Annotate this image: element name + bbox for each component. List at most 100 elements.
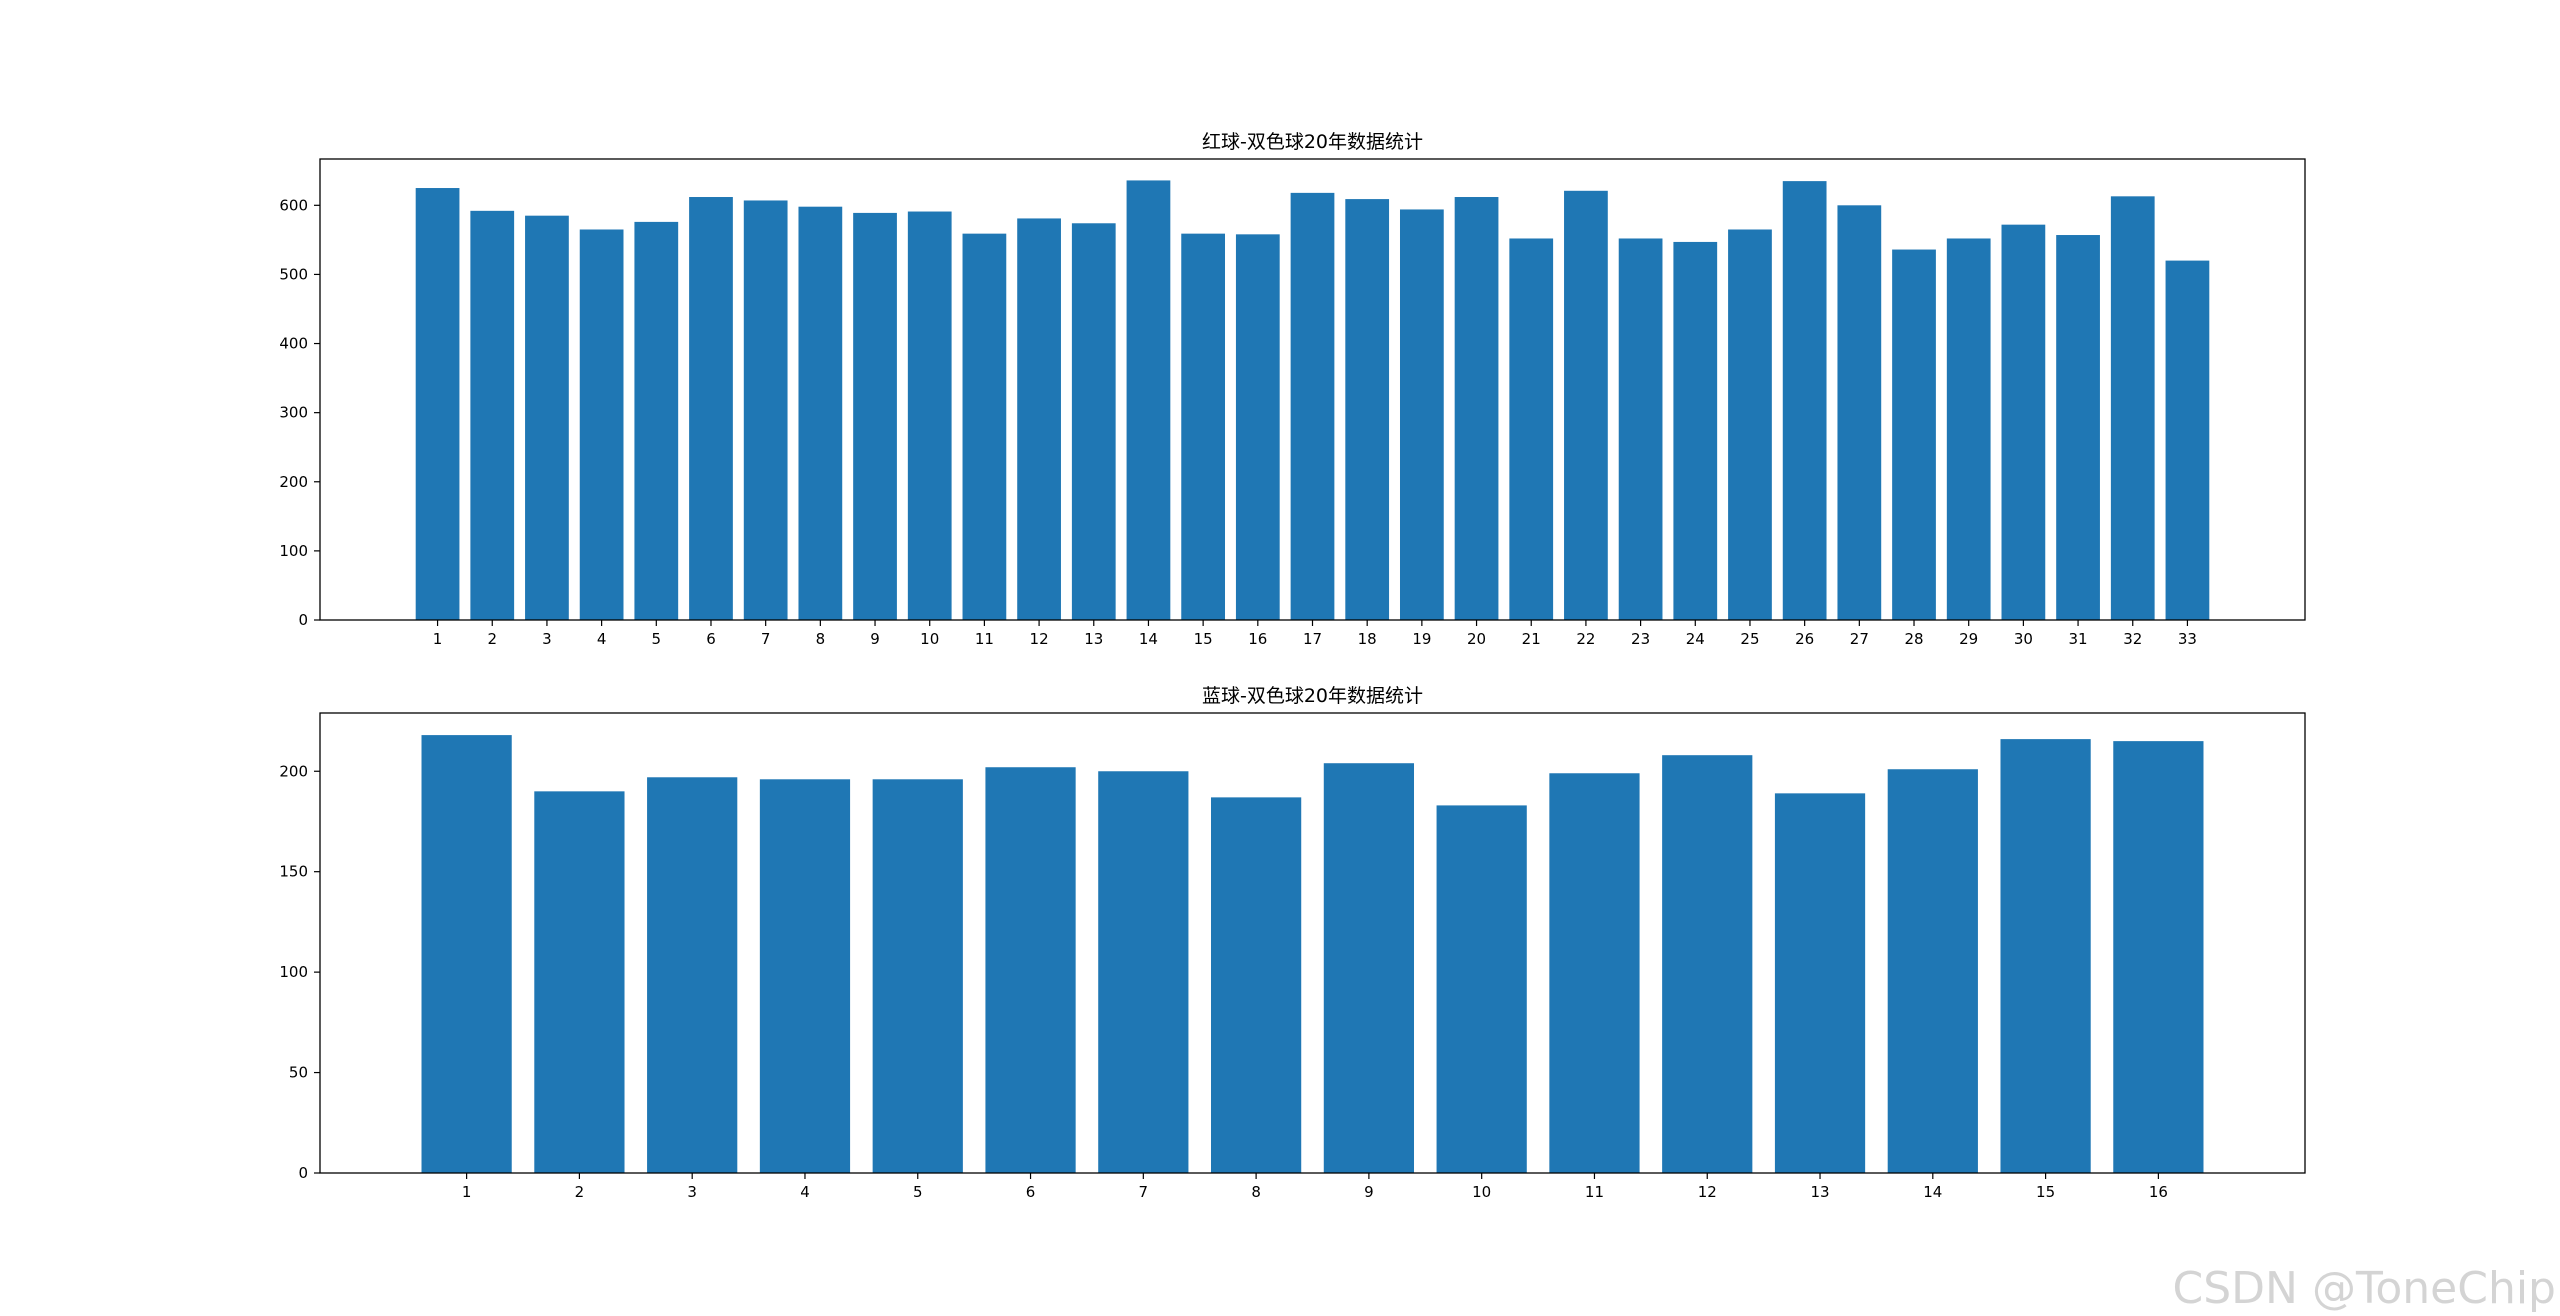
x-tick-label: 24 <box>1686 630 1705 648</box>
bar-11 <box>962 233 1007 620</box>
x-tick-label: 17 <box>1303 630 1322 648</box>
x-tick-label: 6 <box>706 630 716 648</box>
bar-4 <box>759 779 851 1173</box>
x-tick-label: 10 <box>920 630 939 648</box>
x-tick-label: 16 <box>1248 630 1267 648</box>
x-tick-label: 33 <box>2178 630 2197 648</box>
bar-8 <box>798 206 843 621</box>
bar-5 <box>634 221 679 620</box>
bar-11 <box>1549 773 1640 1173</box>
x-tick-label: 12 <box>1030 630 1049 648</box>
x-tick-label: 9 <box>870 630 880 648</box>
bar-12 <box>1017 218 1061 621</box>
x-tick-label: 13 <box>1084 630 1103 648</box>
x-tick-label: 20 <box>1467 630 1486 648</box>
bar-13 <box>1071 223 1116 621</box>
bar-24 <box>1673 241 1718 620</box>
bar-15 <box>1181 233 1226 620</box>
bar-16 <box>1235 234 1280 621</box>
bar-12 <box>1662 755 1753 1173</box>
x-tick-label: 25 <box>1740 630 1759 648</box>
blue-ball-x-axis: 1 2 3 4 5 6 7 8 9 10 11 12 13 14 15 16 <box>462 1173 2168 1201</box>
blue-ball-y-axis: 0 50 100 150 200 <box>279 762 320 1182</box>
x-tick-label: 9 <box>1364 1183 1374 1201</box>
bar-26 <box>1782 181 1827 620</box>
x-tick-label: 14 <box>1139 630 1158 648</box>
x-tick-label: 6 <box>1026 1183 1036 1201</box>
y-tick-label: 600 <box>279 196 308 214</box>
bar-27 <box>1837 205 1882 620</box>
bar-3 <box>525 215 569 620</box>
bar-22 <box>1564 190 1608 621</box>
bar-10 <box>907 211 952 620</box>
bar-1 <box>421 735 512 1173</box>
x-tick-label: 8 <box>1251 1183 1261 1201</box>
red-ball-chart-title: 红球-双色球20年数据统计 <box>1202 131 1423 153</box>
y-tick-label: 100 <box>279 542 308 560</box>
x-tick-label: 11 <box>1585 1183 1604 1201</box>
x-tick-label: 8 <box>816 630 826 648</box>
bar-30 <box>2001 224 2046 620</box>
bar-3 <box>647 777 738 1173</box>
x-tick-label: 28 <box>1904 630 1923 648</box>
x-tick-label: 22 <box>1576 630 1595 648</box>
red-ball-y-axis: 0 100 200 300 400 500 600 <box>279 196 320 629</box>
bar-18 <box>1345 199 1390 620</box>
blue-ball-bars <box>421 735 2204 1173</box>
bar-14 <box>1887 769 1978 1173</box>
bar-14 <box>1126 180 1171 620</box>
bar-17 <box>1290 192 1335 620</box>
x-tick-label: 16 <box>2149 1183 2168 1201</box>
x-tick-label: 32 <box>2123 630 2142 648</box>
y-tick-label: 300 <box>279 404 308 422</box>
bar-5 <box>872 779 963 1173</box>
x-tick-label: 15 <box>2036 1183 2055 1201</box>
bar-33 <box>2165 260 2210 620</box>
bar-32 <box>2110 196 2155 621</box>
x-tick-label: 7 <box>761 630 771 648</box>
x-tick-label: 2 <box>575 1183 585 1201</box>
x-tick-label: 2 <box>487 630 497 648</box>
y-tick-label: 0 <box>298 1164 308 1182</box>
y-tick-label: 50 <box>289 1064 308 1082</box>
y-tick-label: 150 <box>279 863 308 881</box>
x-tick-label: 21 <box>1522 630 1541 648</box>
x-tick-label: 4 <box>800 1183 810 1201</box>
y-tick-label: 0 <box>298 611 308 629</box>
bar-2 <box>534 791 625 1173</box>
bar-16 <box>2113 741 2204 1173</box>
bar-15 <box>2000 739 2091 1173</box>
bar-7 <box>743 200 788 620</box>
x-tick-label: 29 <box>1959 630 1978 648</box>
red-ball-axes-frame <box>319 158 2306 621</box>
bar-6 <box>985 767 1076 1173</box>
bar-29 <box>1946 238 1991 620</box>
y-tick-label: 100 <box>279 963 308 981</box>
bar-13 <box>1774 793 1866 1173</box>
y-tick-label: 200 <box>279 762 308 780</box>
x-tick-label: 1 <box>462 1183 472 1201</box>
watermark-text: CSDN @ToneChip <box>2172 1263 2556 1314</box>
bar-9 <box>1323 763 1415 1173</box>
bar-1 <box>415 188 460 620</box>
x-tick-label: 23 <box>1631 630 1650 648</box>
bar-2 <box>470 210 515 620</box>
bar-4 <box>579 229 624 621</box>
bar-23 <box>1618 238 1663 620</box>
x-tick-label: 27 <box>1850 630 1869 648</box>
x-tick-label: 11 <box>975 630 994 648</box>
x-tick-label: 7 <box>1139 1183 1149 1201</box>
x-tick-label: 13 <box>1810 1183 1829 1201</box>
bar-28 <box>1892 249 1936 620</box>
x-tick-label: 31 <box>2069 630 2088 648</box>
blue-ball-chart-title: 蓝球-双色球20年数据统计 <box>1202 685 1423 707</box>
bar-8 <box>1210 797 1302 1173</box>
y-tick-label: 200 <box>279 473 308 491</box>
y-tick-label: 500 <box>279 265 308 283</box>
blue-ball-axes-frame <box>319 712 2306 1174</box>
x-tick-label: 18 <box>1358 630 1377 648</box>
bar-25 <box>1728 229 1772 621</box>
x-tick-label: 3 <box>687 1183 697 1201</box>
